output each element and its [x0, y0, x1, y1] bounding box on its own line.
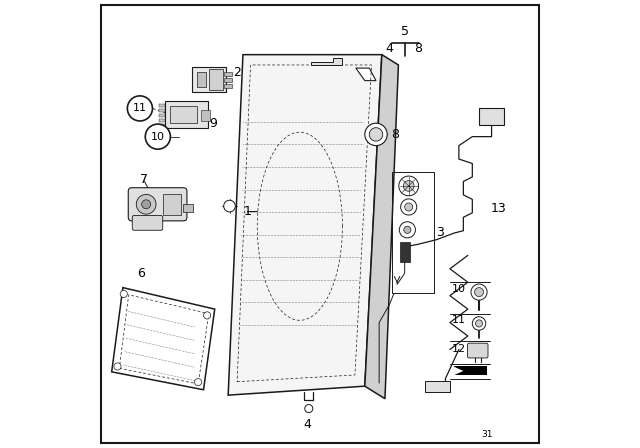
- Bar: [165, 101, 208, 128]
- Bar: [224, 72, 232, 76]
- Polygon shape: [454, 366, 463, 375]
- Text: 9: 9: [209, 116, 217, 130]
- Circle shape: [204, 312, 211, 319]
- Circle shape: [120, 290, 127, 297]
- Bar: [170, 106, 197, 123]
- Circle shape: [399, 222, 415, 238]
- Circle shape: [401, 199, 417, 215]
- Circle shape: [145, 124, 170, 149]
- Bar: [479, 108, 504, 125]
- Text: 11: 11: [133, 103, 147, 113]
- Bar: [209, 69, 223, 90]
- Circle shape: [472, 317, 486, 330]
- Text: 2: 2: [233, 66, 241, 79]
- Text: 10: 10: [151, 132, 165, 142]
- Text: 13: 13: [490, 202, 506, 215]
- FancyBboxPatch shape: [467, 343, 488, 358]
- Circle shape: [114, 363, 121, 370]
- Bar: [159, 114, 166, 117]
- Circle shape: [195, 379, 202, 386]
- Circle shape: [224, 200, 236, 212]
- Circle shape: [404, 203, 413, 211]
- Bar: [159, 119, 166, 122]
- Circle shape: [369, 128, 383, 141]
- Circle shape: [365, 123, 387, 146]
- Bar: [184, 204, 193, 212]
- Text: 8: 8: [415, 42, 422, 55]
- Bar: [159, 109, 166, 112]
- Circle shape: [305, 405, 313, 413]
- Text: 10: 10: [452, 284, 466, 294]
- Bar: [454, 366, 487, 375]
- Text: 12: 12: [452, 344, 467, 353]
- Text: 8: 8: [391, 128, 399, 141]
- Text: 31: 31: [481, 430, 493, 439]
- Text: 4: 4: [303, 418, 312, 431]
- Bar: [224, 84, 232, 88]
- Text: 3: 3: [436, 226, 444, 240]
- Circle shape: [474, 288, 484, 297]
- Bar: [392, 172, 435, 293]
- Text: 11: 11: [452, 315, 466, 325]
- Bar: [192, 67, 226, 92]
- Circle shape: [471, 284, 487, 300]
- Bar: [425, 381, 450, 392]
- Circle shape: [141, 200, 150, 209]
- Circle shape: [136, 194, 156, 214]
- Bar: [400, 242, 410, 262]
- Polygon shape: [112, 288, 215, 390]
- Bar: [159, 104, 166, 107]
- Polygon shape: [356, 68, 376, 81]
- Circle shape: [127, 96, 152, 121]
- FancyBboxPatch shape: [132, 215, 163, 230]
- Text: 1: 1: [244, 205, 252, 218]
- Polygon shape: [228, 55, 382, 395]
- Polygon shape: [365, 55, 398, 399]
- Bar: [159, 124, 166, 127]
- Bar: [163, 194, 181, 215]
- Bar: [224, 78, 232, 82]
- Circle shape: [403, 181, 414, 191]
- Circle shape: [404, 226, 411, 233]
- Text: 4: 4: [385, 42, 394, 55]
- Polygon shape: [311, 58, 342, 65]
- Circle shape: [476, 320, 483, 327]
- Text: 5: 5: [401, 25, 409, 38]
- Bar: [202, 110, 211, 121]
- Bar: [197, 72, 206, 87]
- Circle shape: [399, 176, 419, 196]
- Text: 7: 7: [140, 172, 148, 186]
- FancyBboxPatch shape: [128, 188, 187, 221]
- Text: 6: 6: [137, 267, 145, 280]
